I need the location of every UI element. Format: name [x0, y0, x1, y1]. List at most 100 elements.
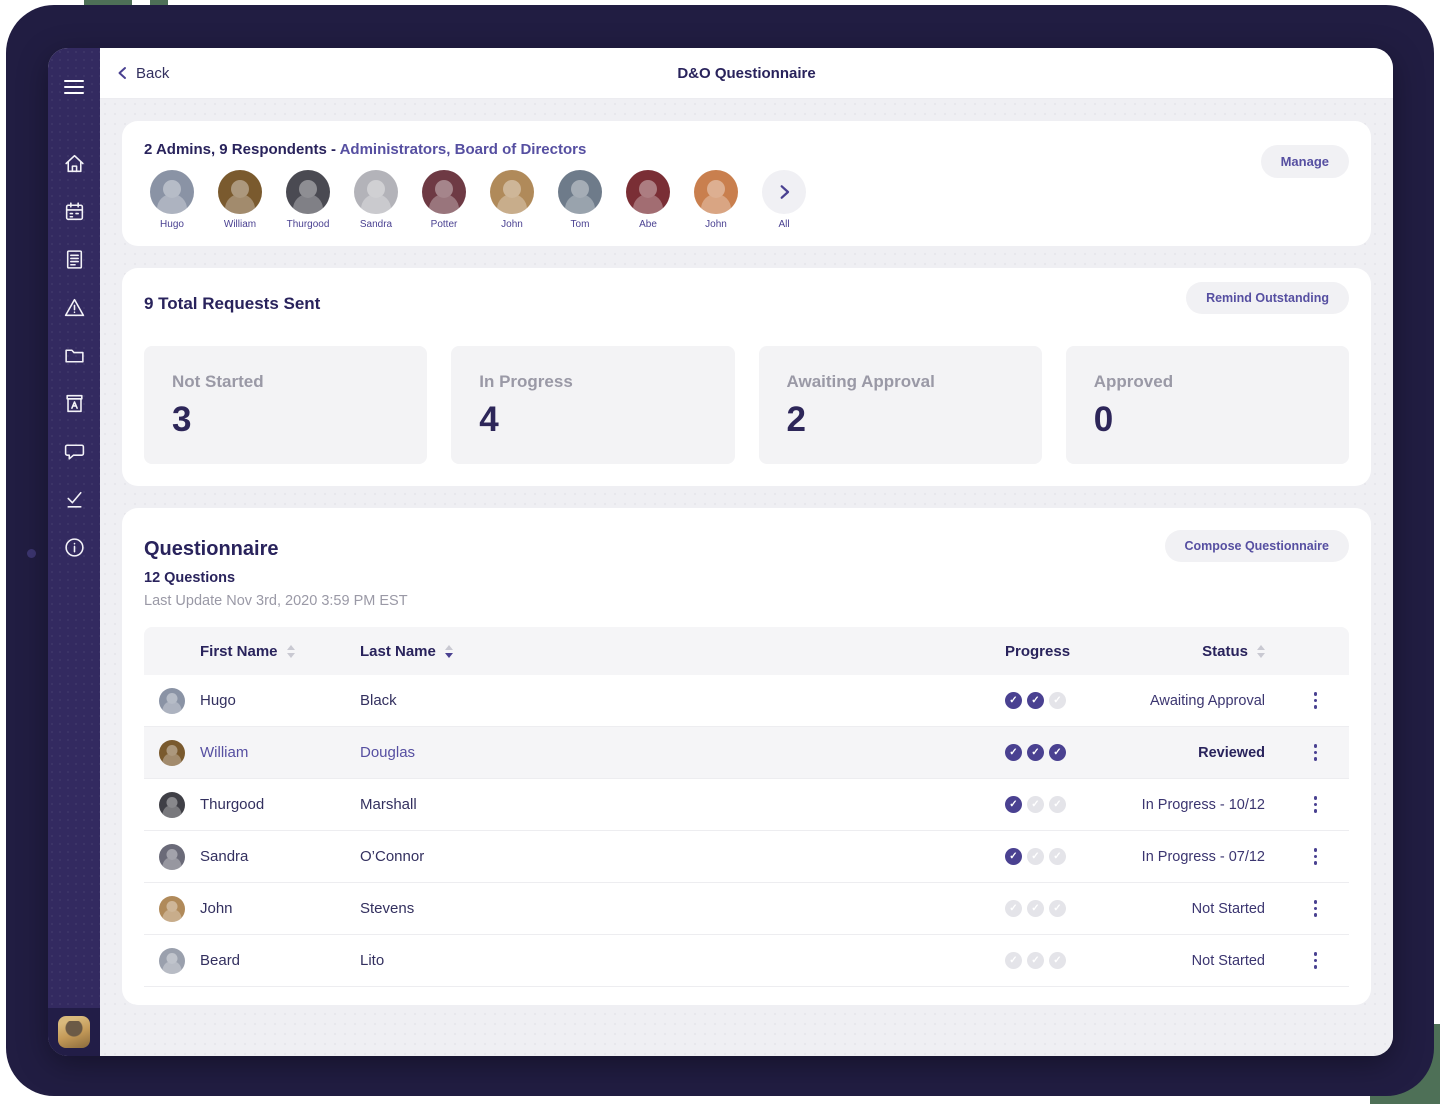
table-header: First Name Last Name Progress Status: [144, 627, 1349, 675]
tasks-check-icon[interactable]: [63, 488, 86, 511]
comment-icon[interactable]: [63, 440, 86, 463]
stat-box: In Progress 4: [451, 346, 735, 464]
avatar-list: Hugo William Thurgood Sandra Potter John…: [144, 170, 1349, 230]
back-button[interactable]: Back: [116, 65, 169, 82]
kebab-icon: [1310, 740, 1322, 765]
avatar: [159, 791, 185, 818]
check-pending-icon: ✓: [1049, 692, 1066, 709]
respondents-groups-link[interactable]: Administrators, Board of Directors: [339, 141, 587, 158]
avatar: [286, 170, 330, 214]
row-avatar-cell: [144, 947, 200, 974]
column-status[interactable]: Status: [1082, 643, 1282, 660]
warning-icon[interactable]: [63, 296, 86, 319]
info-icon[interactable]: [63, 536, 86, 559]
stats-row: Not Started 3 In Progress 4 Awaiting App…: [144, 346, 1349, 464]
row-avatar-cell: [144, 739, 200, 766]
check-pending-icon: ✓: [1005, 952, 1022, 969]
sidebar: [48, 48, 100, 1056]
progress-cell: ✓ ✓ ✓: [982, 692, 1082, 709]
respondent-avatar[interactable]: Sandra: [348, 170, 404, 230]
user-avatar[interactable]: [58, 1016, 90, 1048]
respondent-avatar[interactable]: John: [688, 170, 744, 230]
background-accent: [150, 0, 168, 6]
calendar-icon[interactable]: [63, 200, 86, 223]
avatar: [150, 170, 194, 214]
stat-box: Not Started 3: [144, 346, 428, 464]
check-done-icon: ✓: [1027, 744, 1044, 761]
table-row[interactable]: Sandra O’Connor ✓ ✓ ✓ In Progress - 07/12: [144, 831, 1349, 883]
questionnaire-card: Questionnaire 12 Questions Last Update N…: [122, 508, 1371, 1005]
back-label: Back: [136, 64, 170, 82]
folder-icon[interactable]: [63, 344, 86, 367]
column-first-name[interactable]: First Name: [200, 643, 360, 660]
respondent-avatar[interactable]: Thurgood: [280, 170, 336, 230]
check-pending-icon: ✓: [1027, 796, 1044, 813]
respondent-avatar[interactable]: William: [212, 170, 268, 230]
status-cell: Not Started: [1191, 952, 1265, 969]
row-menu-button[interactable]: [1282, 740, 1349, 765]
respondent-avatar[interactable]: Abe: [620, 170, 676, 230]
status-cell: In Progress - 10/12: [1141, 796, 1265, 813]
background-accent: [84, 0, 132, 5]
table-row[interactable]: Beard Lito ✓ ✓ ✓ Not Started: [144, 935, 1349, 987]
check-pending-icon: ✓: [1049, 900, 1066, 917]
home-icon[interactable]: [63, 152, 86, 175]
row-menu-button[interactable]: [1282, 792, 1349, 817]
respondent-avatar[interactable]: John: [484, 170, 540, 230]
last-name-cell: Black: [360, 692, 397, 709]
row-menu-button[interactable]: [1282, 948, 1349, 973]
row-avatar-cell: [144, 791, 200, 818]
archive-icon[interactable]: [63, 392, 86, 415]
last-name-cell: Douglas: [360, 744, 416, 761]
respondent-avatar[interactable]: Potter: [416, 170, 472, 230]
compose-questionnaire-button[interactable]: Compose Questionnaire: [1164, 530, 1349, 562]
avatar-name: John: [501, 219, 523, 230]
check-pending-icon: ✓: [1049, 848, 1066, 865]
content: 2 Admins, 9 Respondents - Administrators…: [100, 99, 1393, 1056]
row-menu-button[interactable]: [1282, 688, 1349, 713]
requests-card: 9 Total Requests Sent Remind Outstanding…: [122, 268, 1371, 486]
avatar-name: Abe: [639, 219, 657, 230]
respondent-avatar[interactable]: Hugo: [144, 170, 200, 230]
table-row[interactable]: John Stevens ✓ ✓ ✓ Not Started: [144, 883, 1349, 935]
document-icon[interactable]: [63, 248, 86, 271]
check-pending-icon: ✓: [1049, 796, 1066, 813]
column-last-name[interactable]: Last Name: [360, 643, 982, 660]
show-all-respondents-button[interactable]: All: [756, 170, 812, 230]
last-name-cell: O’Connor: [360, 848, 425, 865]
kebab-icon: [1310, 896, 1322, 921]
check-pending-icon: ✓: [1027, 848, 1044, 865]
row-menu-button[interactable]: [1282, 896, 1349, 921]
progress-cell: ✓ ✓ ✓: [982, 744, 1082, 761]
avatar: [218, 170, 262, 214]
row-avatar-cell: [144, 843, 200, 870]
menu-icon[interactable]: [64, 76, 84, 98]
check-done-icon: ✓: [1005, 848, 1022, 865]
check-pending-icon: ✓: [1049, 952, 1066, 969]
table-row[interactable]: Thurgood Marshall ✓ ✓ ✓ In Progress - 10/1…: [144, 779, 1349, 831]
check-done-icon: ✓: [1005, 796, 1022, 813]
avatar-name: William: [223, 219, 257, 230]
check-pending-icon: ✓: [1027, 900, 1044, 917]
status-cell: Reviewed: [1198, 744, 1265, 761]
avatar: [159, 739, 185, 766]
last-name-cell: Lito: [360, 952, 385, 969]
table-row[interactable]: William Douglas ✓ ✓ ✓ Reviewed: [144, 727, 1349, 779]
manage-button[interactable]: Manage: [1260, 145, 1349, 178]
avatar-name: John: [705, 219, 727, 230]
status-cell: Awaiting Approval: [1149, 692, 1265, 709]
progress-cell: ✓ ✓ ✓: [982, 848, 1082, 865]
respondent-avatar[interactable]: Tom: [552, 170, 608, 230]
status-cell: In Progress - 07/12: [1141, 848, 1265, 865]
topbar: D&O Questionnaire Back: [100, 48, 1393, 99]
remind-outstanding-button[interactable]: Remind Outstanding: [1186, 282, 1349, 314]
stat-box: Approved 0: [1065, 346, 1349, 464]
table-row[interactable]: Hugo Black ✓ ✓ ✓ Awaiting Approval: [144, 675, 1349, 727]
frame-notification-dot: [27, 549, 36, 558]
avatar: [354, 170, 398, 214]
respondents-summary: 2 Admins, 9 Respondents - Administrators…: [144, 141, 1349, 158]
kebab-icon: [1310, 948, 1322, 973]
check-done-icon: ✓: [1027, 692, 1044, 709]
row-menu-button[interactable]: [1282, 844, 1349, 869]
page-title: D&O Questionnaire: [677, 64, 816, 82]
